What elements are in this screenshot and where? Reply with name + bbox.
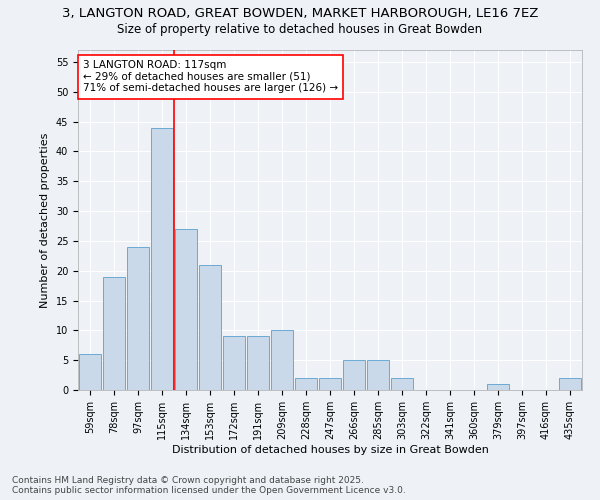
Bar [151, 128, 173, 390]
Bar [319, 378, 341, 390]
Bar [367, 360, 389, 390]
Text: Size of property relative to detached houses in Great Bowden: Size of property relative to detached ho… [118, 22, 482, 36]
Bar [127, 247, 149, 390]
Bar [343, 360, 365, 390]
Y-axis label: Number of detached properties: Number of detached properties [40, 132, 50, 308]
Bar [295, 378, 317, 390]
Bar [247, 336, 269, 390]
Bar [79, 354, 101, 390]
Text: 3 LANGTON ROAD: 117sqm
← 29% of detached houses are smaller (51)
71% of semi-det: 3 LANGTON ROAD: 117sqm ← 29% of detached… [83, 60, 338, 94]
Bar [103, 276, 125, 390]
Text: 3, LANGTON ROAD, GREAT BOWDEN, MARKET HARBOROUGH, LE16 7EZ: 3, LANGTON ROAD, GREAT BOWDEN, MARKET HA… [62, 8, 538, 20]
Bar [199, 264, 221, 390]
Bar [559, 378, 581, 390]
X-axis label: Distribution of detached houses by size in Great Bowden: Distribution of detached houses by size … [172, 444, 488, 454]
Bar [223, 336, 245, 390]
Bar [175, 229, 197, 390]
Bar [391, 378, 413, 390]
Bar [487, 384, 509, 390]
Text: Contains HM Land Registry data © Crown copyright and database right 2025.
Contai: Contains HM Land Registry data © Crown c… [12, 476, 406, 495]
Bar [271, 330, 293, 390]
